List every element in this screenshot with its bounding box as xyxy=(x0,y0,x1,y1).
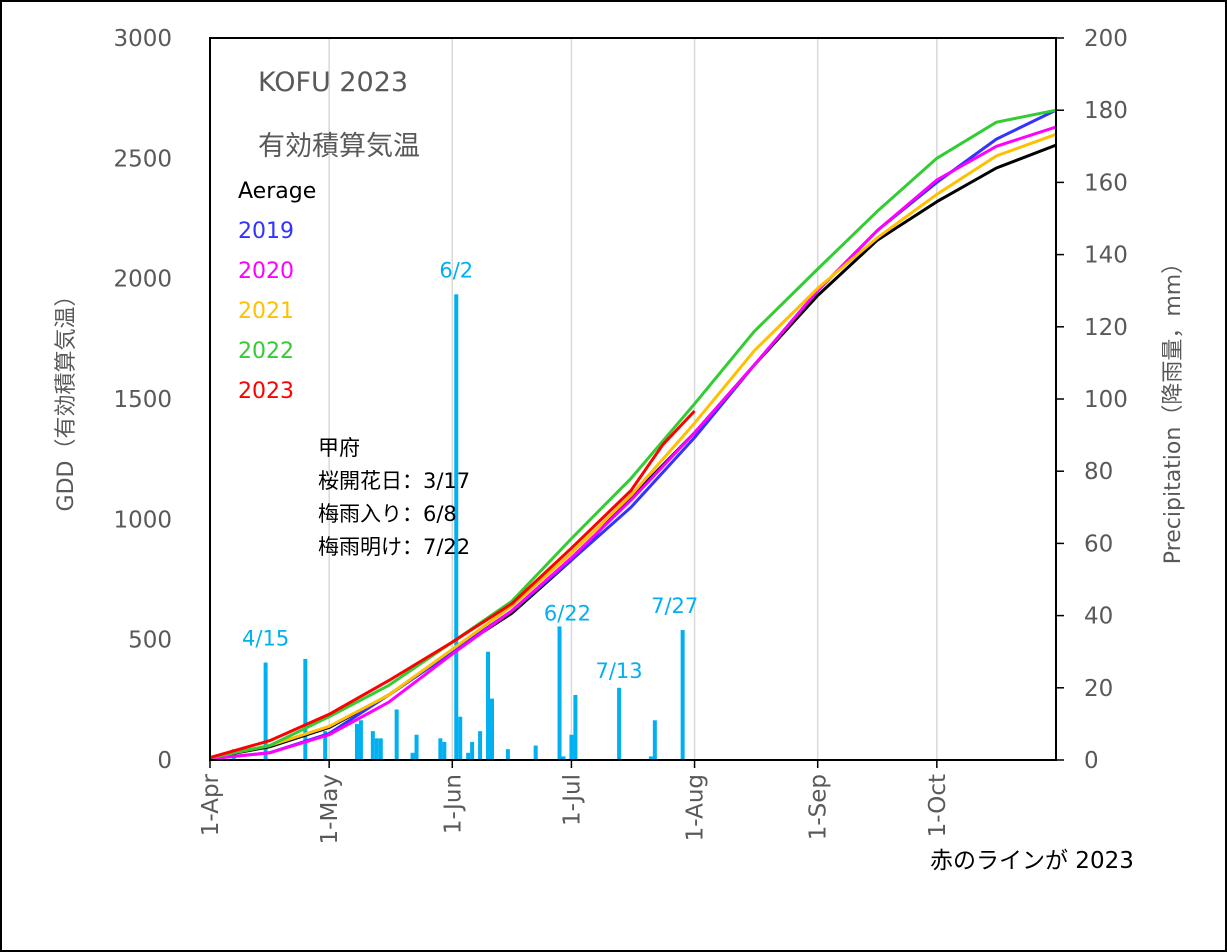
precip-bar xyxy=(505,749,510,760)
x-tick-label: 1-Oct xyxy=(925,774,951,837)
y-axis-title: GDD（有効積算気温） xyxy=(54,285,79,512)
note-line: 梅雨入り：6/8 xyxy=(318,502,457,526)
precip-bar xyxy=(354,723,359,760)
y2-tick-label: 60 xyxy=(1084,531,1113,557)
series-line-2023 xyxy=(209,409,696,760)
legend: Aerage 2019 2020 2021 2022 2023 xyxy=(238,179,316,404)
bar-annotation: 6/22 xyxy=(544,601,591,625)
precip-bar xyxy=(561,756,566,760)
legend-entry: 2020 xyxy=(238,259,294,284)
precip-bar xyxy=(358,720,363,760)
x-tick-label: 1-May xyxy=(317,774,343,844)
precip-bar xyxy=(263,662,268,760)
precip-bar xyxy=(378,738,383,760)
precip-bar xyxy=(617,687,622,760)
y2-tick-label: 120 xyxy=(1084,315,1128,341)
precip-bar xyxy=(414,734,419,760)
precip-bar xyxy=(648,756,653,760)
bar-annotation: 6/2 xyxy=(439,258,473,282)
series-line-2021 xyxy=(209,132,1057,760)
precip-bar xyxy=(569,734,574,760)
series-line-2020 xyxy=(209,125,1057,761)
precip-bar xyxy=(490,698,494,760)
bar-annotations: 4/15 6/2 6/22 7/13 7/27 xyxy=(242,258,698,683)
note-line: 梅雨明け：7/22 xyxy=(318,535,470,559)
precip-bar xyxy=(533,745,538,760)
legend-entry: 2019 xyxy=(238,219,294,244)
y-tick-label: 2000 xyxy=(113,267,172,293)
precip-bar xyxy=(438,738,443,760)
legend-entry: Aerage xyxy=(238,179,316,204)
bar-annotation: 7/27 xyxy=(651,594,698,618)
y2-tick-label: 160 xyxy=(1084,170,1128,196)
y-axis-ticks: 0 500 1000 1500 2000 2500 3000 xyxy=(113,26,172,774)
x-tick-label: 1-Sep xyxy=(806,774,832,840)
plot-area xyxy=(210,38,1056,760)
y2-tick-label: 20 xyxy=(1084,676,1113,702)
y2-tick-label: 140 xyxy=(1084,243,1128,269)
y-tick-label: 3000 xyxy=(113,26,172,52)
precip-bar xyxy=(458,716,463,760)
precip-bar xyxy=(454,294,459,760)
legend-entry: 2021 xyxy=(238,299,294,324)
x-tick-label: 1-Apr xyxy=(198,773,224,836)
precip-bar xyxy=(303,658,308,760)
legend-entry: 2022 xyxy=(238,339,294,364)
precip-bar xyxy=(323,731,328,760)
precip-bar xyxy=(466,752,471,760)
y2-tick-label: 100 xyxy=(1084,387,1128,413)
y2-tick-label: 80 xyxy=(1084,459,1113,485)
bar-annotation: 7/13 xyxy=(596,659,643,683)
precip-bar xyxy=(478,731,483,760)
y-tick-label: 0 xyxy=(157,748,172,774)
precip-bar xyxy=(442,741,447,760)
y-tick-label: 500 xyxy=(128,628,172,654)
precip-bar xyxy=(557,626,562,760)
chart-subtitle: 有効積算気温 xyxy=(258,131,420,162)
y2-tick-label: 40 xyxy=(1084,604,1113,630)
precip-bar xyxy=(470,741,475,760)
note-line: 甲府 xyxy=(318,436,360,460)
x-tick-label: 1-Jul xyxy=(559,774,585,826)
y2-tick-label: 180 xyxy=(1084,98,1128,124)
caption: 赤のラインが 2023 xyxy=(930,848,1134,874)
y-tick-label: 1500 xyxy=(113,387,172,413)
x-axis-ticks: 1-Apr 1-May 1-Jun 1-Jul 1-Aug 1-Sep 1-Oct xyxy=(198,760,951,844)
y2-axis-ticks: 0 20 40 60 80 100 120 140 160 180 200 xyxy=(1056,26,1128,774)
x-tick-label: 1-Aug xyxy=(683,774,709,841)
y2-tick-label: 200 xyxy=(1084,26,1128,52)
precip-bar xyxy=(652,720,657,760)
chart-title: KOFU 2023 xyxy=(258,67,408,98)
y-tick-label: 1000 xyxy=(113,507,172,533)
bar-annotation: 4/15 xyxy=(242,627,289,651)
series-line-2022 xyxy=(209,108,1057,760)
precip-bar xyxy=(680,630,685,760)
legend-entry: 2023 xyxy=(238,379,294,404)
precip-bar xyxy=(486,651,491,760)
y2-tick-label: 0 xyxy=(1084,748,1099,774)
precip-bar xyxy=(394,709,399,760)
y-tick-label: 2500 xyxy=(113,146,172,172)
precip-bar xyxy=(573,695,578,760)
x-tick-label: 1-Jun xyxy=(440,774,466,834)
note-line: 桜開花日：3/17 xyxy=(318,469,470,493)
precip-bar xyxy=(374,738,379,760)
precip-bar xyxy=(410,752,415,760)
precip-bar xyxy=(370,731,375,760)
series-lines xyxy=(209,108,1057,761)
y2-axis-title: Precipitation（降雨量，mm） xyxy=(1161,252,1186,564)
